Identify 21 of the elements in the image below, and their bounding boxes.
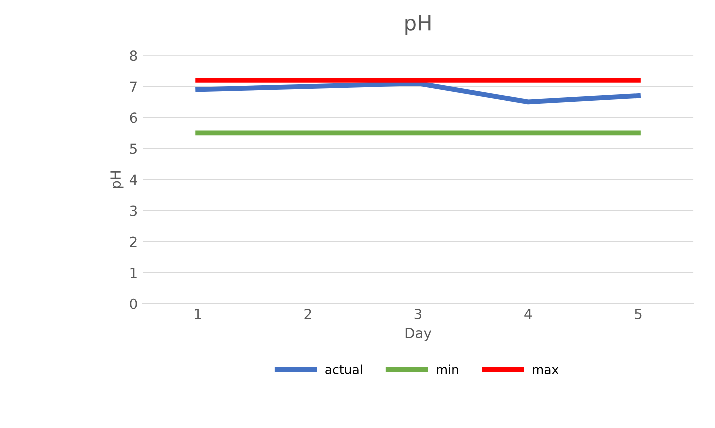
y-tick-label: 3 [130, 206, 138, 216]
legend-label: actual [326, 364, 362, 374]
x-tick-label: 1 [195, 309, 202, 320]
y-tick-label: 6 [130, 112, 138, 124]
y-tick-label: 8 [130, 50, 138, 62]
legend-label: max [533, 367, 559, 374]
x-tick-label: 2 [304, 308, 312, 320]
x-tick-label: 4 [524, 309, 532, 320]
y-tick-label: 4 [130, 174, 138, 186]
y-tick-label: 5 [130, 144, 137, 154]
legend-label: min [437, 364, 458, 374]
x-tick-label: 3 [414, 308, 422, 320]
y-tick-label: 1 [130, 268, 137, 278]
y-tick-label: 2 [130, 236, 137, 248]
x-tick-label: 5 [635, 309, 642, 320]
y-tick-label: 7 [130, 82, 137, 92]
y-axis-title: pH [110, 171, 124, 188]
line-series [196, 81, 641, 105]
y-tick-label: 0 [130, 298, 138, 310]
chart-title: pH [406, 15, 431, 35]
x-axis-title: Day [406, 328, 432, 342]
